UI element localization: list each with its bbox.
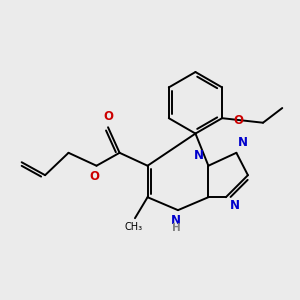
Text: O: O xyxy=(89,170,99,183)
Text: N: N xyxy=(230,199,239,212)
Text: H: H xyxy=(172,224,181,233)
Text: O: O xyxy=(233,115,243,128)
Text: N: N xyxy=(194,148,204,161)
Text: N: N xyxy=(171,214,181,226)
Text: CH₃: CH₃ xyxy=(124,222,142,233)
Text: N: N xyxy=(238,136,248,148)
Text: O: O xyxy=(103,110,113,123)
